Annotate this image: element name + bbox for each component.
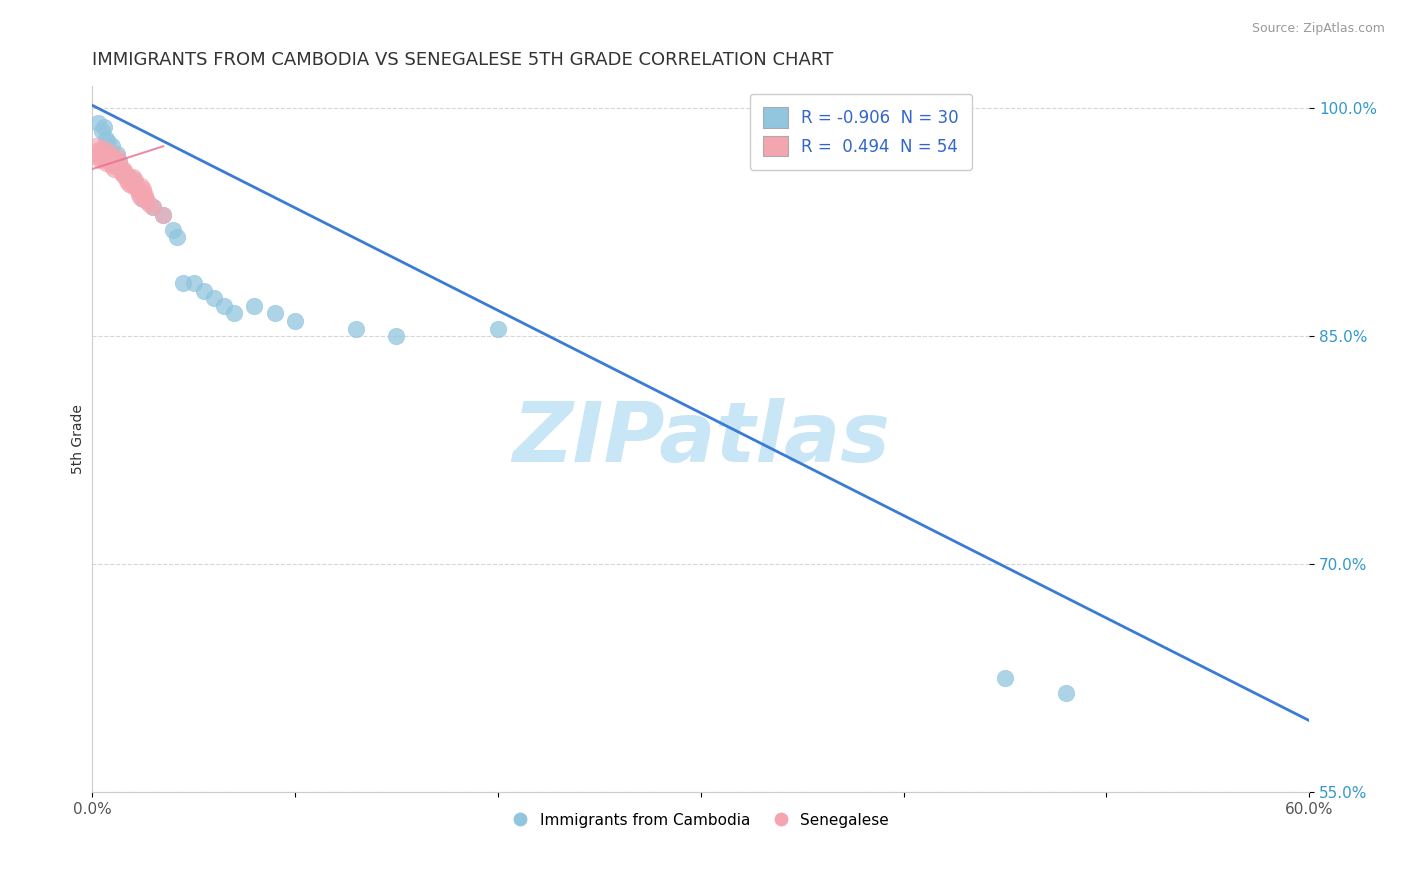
Point [84, 144, 107, 158]
Point [100, 153, 122, 167]
Point [136, 194, 159, 208]
Point [486, 321, 509, 335]
Point [124, 176, 146, 190]
Point [93, 120, 115, 134]
Point [385, 329, 408, 343]
Point [111, 168, 134, 182]
Point [89, 150, 111, 164]
Point [91, 124, 114, 138]
Point [118, 178, 141, 192]
Point [132, 185, 155, 199]
Point [138, 197, 160, 211]
Point [212, 299, 235, 313]
Point [263, 306, 285, 320]
Point [111, 162, 134, 177]
Point [142, 200, 165, 214]
Point [162, 223, 184, 237]
Point [101, 159, 124, 173]
Point [202, 291, 225, 305]
Point [114, 168, 136, 182]
Point [128, 187, 150, 202]
Point [107, 156, 129, 170]
Point [115, 171, 138, 186]
Point [93, 150, 115, 164]
Point [103, 157, 125, 171]
Point [243, 299, 266, 313]
Point [129, 178, 152, 193]
Point [110, 165, 132, 179]
Point [107, 159, 129, 173]
Point [110, 162, 132, 177]
Point [103, 162, 125, 177]
Point [97, 144, 120, 158]
Point [121, 169, 143, 184]
Legend: Immigrants from Cambodia, Senegalese: Immigrants from Cambodia, Senegalese [506, 806, 896, 834]
Point [166, 230, 188, 244]
Point [120, 176, 142, 190]
Point [91, 141, 114, 155]
Point [100, 150, 122, 164]
Text: Source: ZipAtlas.com: Source: ZipAtlas.com [1251, 22, 1385, 36]
Point [142, 200, 165, 214]
Point [134, 191, 156, 205]
Point [121, 178, 143, 193]
Point [152, 208, 174, 222]
Point [128, 185, 150, 199]
Point [132, 193, 155, 207]
Point [132, 182, 155, 196]
Point [105, 147, 128, 161]
Point [129, 191, 152, 205]
Point [89, 153, 111, 167]
Point [101, 139, 124, 153]
Point [91, 144, 114, 158]
Point [96, 153, 118, 167]
Point [120, 172, 142, 186]
Point [87, 116, 110, 130]
Point [344, 321, 367, 335]
Point [125, 182, 148, 196]
Point [87, 150, 110, 164]
Point [224, 306, 246, 320]
Point [93, 147, 115, 161]
Point [114, 165, 136, 179]
Y-axis label: 5th Grade: 5th Grade [72, 404, 86, 474]
Point [152, 208, 174, 222]
Point [1054, 686, 1077, 700]
Point [183, 276, 205, 290]
Point [84, 139, 107, 153]
Point [105, 153, 128, 167]
Point [284, 314, 307, 328]
Point [124, 172, 146, 186]
Point [134, 187, 156, 202]
Point [994, 671, 1017, 685]
Point [118, 169, 141, 184]
Point [125, 178, 148, 193]
Point [105, 150, 128, 164]
Point [107, 154, 129, 169]
Point [115, 174, 138, 188]
Point [96, 131, 118, 145]
Point [87, 147, 110, 161]
Point [172, 276, 194, 290]
Point [96, 156, 118, 170]
Point [193, 284, 215, 298]
Point [97, 147, 120, 161]
Point [97, 135, 120, 149]
Text: ZIPatlas: ZIPatlas [512, 398, 890, 479]
Point [101, 156, 124, 170]
Point [121, 174, 143, 188]
Point [111, 165, 134, 179]
Point [118, 169, 141, 184]
Text: IMMIGRANTS FROM CAMBODIA VS SENEGALESE 5TH GRADE CORRELATION CHART: IMMIGRANTS FROM CAMBODIA VS SENEGALESE 5… [93, 51, 834, 69]
